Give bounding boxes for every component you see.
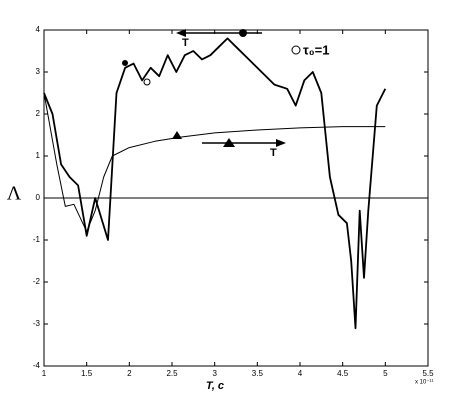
x-tick-label: 5 (383, 369, 388, 378)
x-axis-label: T, c (206, 380, 224, 392)
y-tick-label: 2 (36, 109, 41, 118)
marker (122, 60, 128, 66)
y-tick-label: -3 (33, 319, 41, 328)
x-tick-label: 4.5 (337, 369, 349, 378)
y-axis-label: Λ (7, 183, 22, 205)
x-tick-label: 5.5 (422, 369, 434, 378)
y-tick-label: 4 (36, 25, 41, 34)
marker (223, 138, 235, 147)
series-line (43, 37, 387, 330)
arrow-head (276, 139, 286, 147)
x-tick-label: 2 (127, 369, 132, 378)
x-tick-label: 3 (212, 369, 217, 378)
arrow-head (176, 29, 186, 37)
series-line (43, 92, 386, 233)
marker (291, 45, 301, 55)
x-tick-label: 3.5 (252, 369, 264, 378)
y-tick-label: 0 (36, 193, 41, 202)
x-tick-label: 4 (298, 369, 303, 378)
y-tick-label: -4 (33, 361, 41, 370)
y-tick-label: 3 (36, 67, 41, 76)
x-tick-label: 1 (42, 369, 47, 378)
y-tick-label: -2 (33, 277, 41, 286)
y-tick-label: -1 (33, 235, 41, 244)
annotation: τ₀=1 (303, 42, 329, 57)
y-tick-label: 1 (36, 151, 41, 160)
x-tick-label: 1.5 (81, 369, 93, 378)
marker (143, 78, 151, 86)
x-multiplier: x 10⁻¹¹ (415, 380, 434, 386)
marker (239, 29, 247, 37)
annotation: T (270, 147, 277, 159)
annotation: T (182, 37, 189, 49)
x-tick-label: 2.5 (166, 369, 178, 378)
